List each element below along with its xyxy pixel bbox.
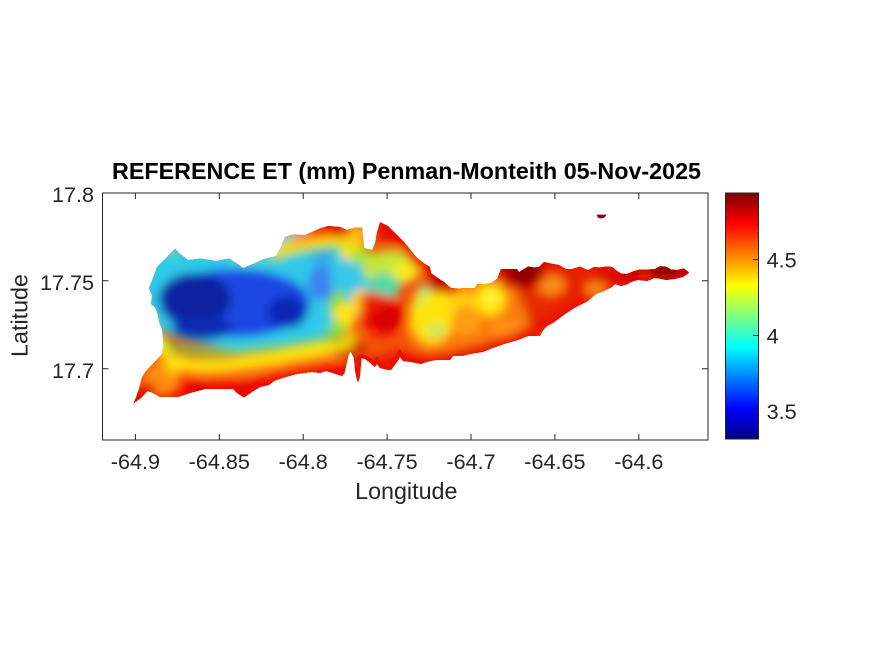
svg-text:Latitude: Latitude xyxy=(6,274,32,357)
svg-text:-64.85: -64.85 xyxy=(189,449,250,474)
svg-text:-64.9: -64.9 xyxy=(111,449,160,474)
svg-text:Longitude: Longitude xyxy=(355,478,457,504)
svg-text:REFERENCE ET (mm) Penman-Monte: REFERENCE ET (mm) Penman-Monteith 05-Nov… xyxy=(112,158,701,184)
svg-text:-64.75: -64.75 xyxy=(356,449,417,474)
svg-text:3.5: 3.5 xyxy=(767,399,797,424)
svg-text:4: 4 xyxy=(767,323,779,348)
svg-text:17.75: 17.75 xyxy=(40,270,94,295)
svg-text:-64.7: -64.7 xyxy=(446,449,495,474)
svg-text:-64.8: -64.8 xyxy=(279,449,328,474)
svg-text:-64.65: -64.65 xyxy=(524,449,585,474)
svg-text:17.7: 17.7 xyxy=(52,358,94,383)
svg-text:17.8: 17.8 xyxy=(52,182,94,207)
svg-text:4.5: 4.5 xyxy=(767,247,797,272)
svg-text:-64.6: -64.6 xyxy=(614,449,663,474)
